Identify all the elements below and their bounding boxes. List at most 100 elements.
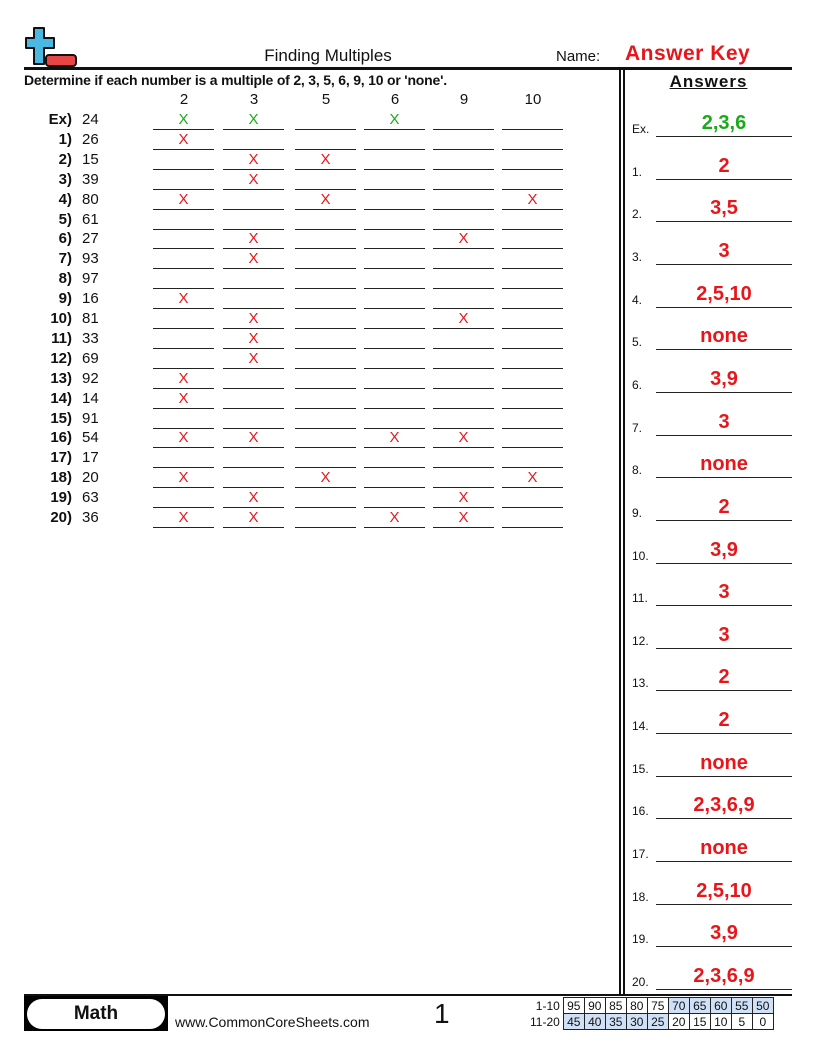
answer-cell — [364, 131, 425, 150]
answer-value: 2 — [656, 710, 792, 735]
x-mark: X — [458, 509, 469, 526]
x-mark: X — [458, 230, 469, 248]
row-number: 92 — [82, 369, 99, 387]
score-cell: 65 — [688, 997, 711, 1014]
answer-cell — [433, 191, 494, 210]
row-label: 18) — [50, 469, 72, 487]
answer-cell — [153, 489, 214, 509]
x-mark: X — [178, 369, 189, 387]
answer-cell — [433, 449, 494, 469]
answer-cell — [433, 350, 494, 369]
row-label: 5) — [58, 210, 72, 228]
row-label: 10) — [50, 310, 72, 327]
row-label: 19) — [50, 489, 72, 507]
answer-cell — [364, 191, 425, 210]
x-mark: X — [248, 349, 259, 367]
row-label: 8) — [58, 270, 72, 288]
answer-label: 8. — [632, 463, 643, 478]
answer-cell — [295, 131, 356, 150]
score-cell: 55 — [730, 997, 753, 1014]
answer-cell — [364, 489, 425, 509]
row-label: 1) — [58, 130, 72, 148]
answer-cell — [502, 230, 563, 250]
score-range: 11-20 — [530, 1014, 560, 1029]
answer-cell: X — [223, 509, 284, 528]
x-mark: X — [248, 170, 259, 188]
answer-value: 2,3,6 — [656, 113, 792, 137]
answer-cell: X — [223, 250, 284, 270]
name-label: Name: — [556, 48, 601, 65]
answer-value: 3 — [656, 241, 792, 265]
answer-cell — [153, 410, 214, 429]
answer-cell — [502, 270, 563, 290]
row-label: 20) — [50, 509, 72, 526]
row-number: 61 — [82, 210, 99, 228]
answer-value: none — [656, 326, 792, 351]
x-mark: X — [320, 190, 331, 208]
answer-cell — [295, 410, 356, 429]
answer-label: 11. — [632, 591, 648, 606]
answer-cell — [295, 250, 356, 270]
plus-minus-logo — [25, 27, 77, 67]
answer-value: 3,5 — [656, 198, 792, 223]
answer-cell — [223, 211, 284, 230]
row-label: 15) — [50, 409, 72, 427]
answer-cell — [433, 111, 494, 130]
answer-cell — [364, 250, 425, 270]
score-cell: 90 — [583, 997, 606, 1014]
answer-cell — [502, 131, 563, 150]
answer-cell — [223, 270, 284, 290]
answer-cell — [502, 330, 563, 349]
score-cell: 5 — [730, 1013, 753, 1030]
answer-cell — [295, 390, 356, 409]
x-mark: X — [178, 469, 189, 487]
answer-cell — [502, 489, 563, 509]
answer-cell — [295, 449, 356, 469]
row-label: 11) — [51, 329, 72, 347]
row-label: 6) — [58, 230, 72, 248]
answer-cell: X — [433, 489, 494, 509]
answer-cell: X — [223, 171, 284, 190]
answer-label: 4. — [632, 292, 643, 307]
answer-value: 2,3,6,9 — [656, 795, 792, 820]
row-label: 3) — [58, 170, 72, 188]
divider — [24, 994, 792, 996]
row-number: 36 — [82, 509, 99, 526]
answer-cell: X — [153, 131, 214, 150]
answer-cell — [295, 509, 356, 528]
answer-cell — [223, 370, 284, 389]
x-mark: X — [248, 429, 259, 447]
answer-cell — [364, 330, 425, 349]
answer-cell — [502, 410, 563, 429]
answer-value: 2,5,10 — [656, 284, 792, 308]
row-label: 14) — [50, 389, 72, 407]
x-mark: X — [389, 509, 400, 526]
answer-cell — [364, 469, 425, 489]
answer-label: 19. — [632, 932, 649, 947]
column-header: 2 — [179, 91, 189, 108]
score-table: 1-10 95 90 85 80 75 70 65 60 55 50 11-20 45 40 35 30 25 2… — [528, 997, 774, 1030]
x-mark: X — [527, 469, 538, 487]
answer-label: 20. — [632, 975, 649, 989]
row-number: 24 — [82, 111, 99, 128]
row-number: 91 — [82, 409, 99, 427]
answer-cell: X — [433, 310, 494, 329]
answer-value: none — [656, 838, 792, 863]
score-cell: 40 — [583, 1013, 606, 1030]
answer-value: 3,9 — [656, 540, 792, 564]
score-row: 1-10 95 90 85 80 75 70 65 60 55 50 — [528, 997, 774, 1014]
answer-cell — [153, 449, 214, 469]
answer-cell — [295, 330, 356, 349]
row-label: 17) — [50, 449, 72, 467]
answer-value: none — [656, 753, 792, 777]
answer-value: 3,9 — [656, 923, 792, 948]
answer-cell: X — [295, 191, 356, 210]
score-range: 1-10 — [535, 998, 560, 1013]
x-mark: X — [178, 509, 189, 526]
row-number: 26 — [82, 130, 99, 148]
answer-label: 13. — [632, 676, 649, 691]
answer-cell — [223, 469, 284, 489]
answer-label: 17. — [632, 847, 649, 862]
answer-cell — [295, 211, 356, 230]
answer-cell — [364, 151, 425, 170]
